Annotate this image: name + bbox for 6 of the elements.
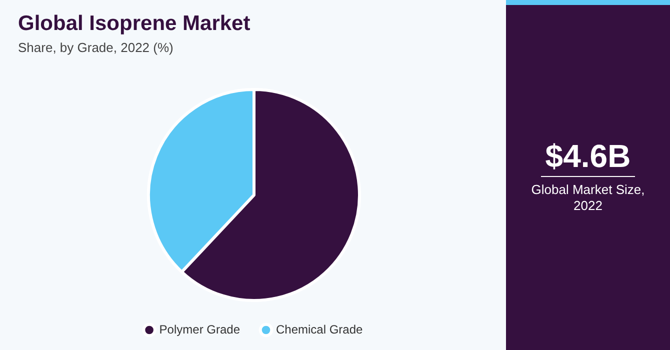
chart-subtitle: Share, by Grade, 2022 (%) [18, 40, 174, 55]
text: Global Market Size, 2022 [530, 182, 646, 214]
legend-label: Polymer Grade [159, 322, 240, 336]
chart-title: Global Isoprene Market [18, 12, 250, 36]
legend-label: Chemical Grade [276, 322, 364, 336]
text: $4.6B [541, 138, 635, 177]
